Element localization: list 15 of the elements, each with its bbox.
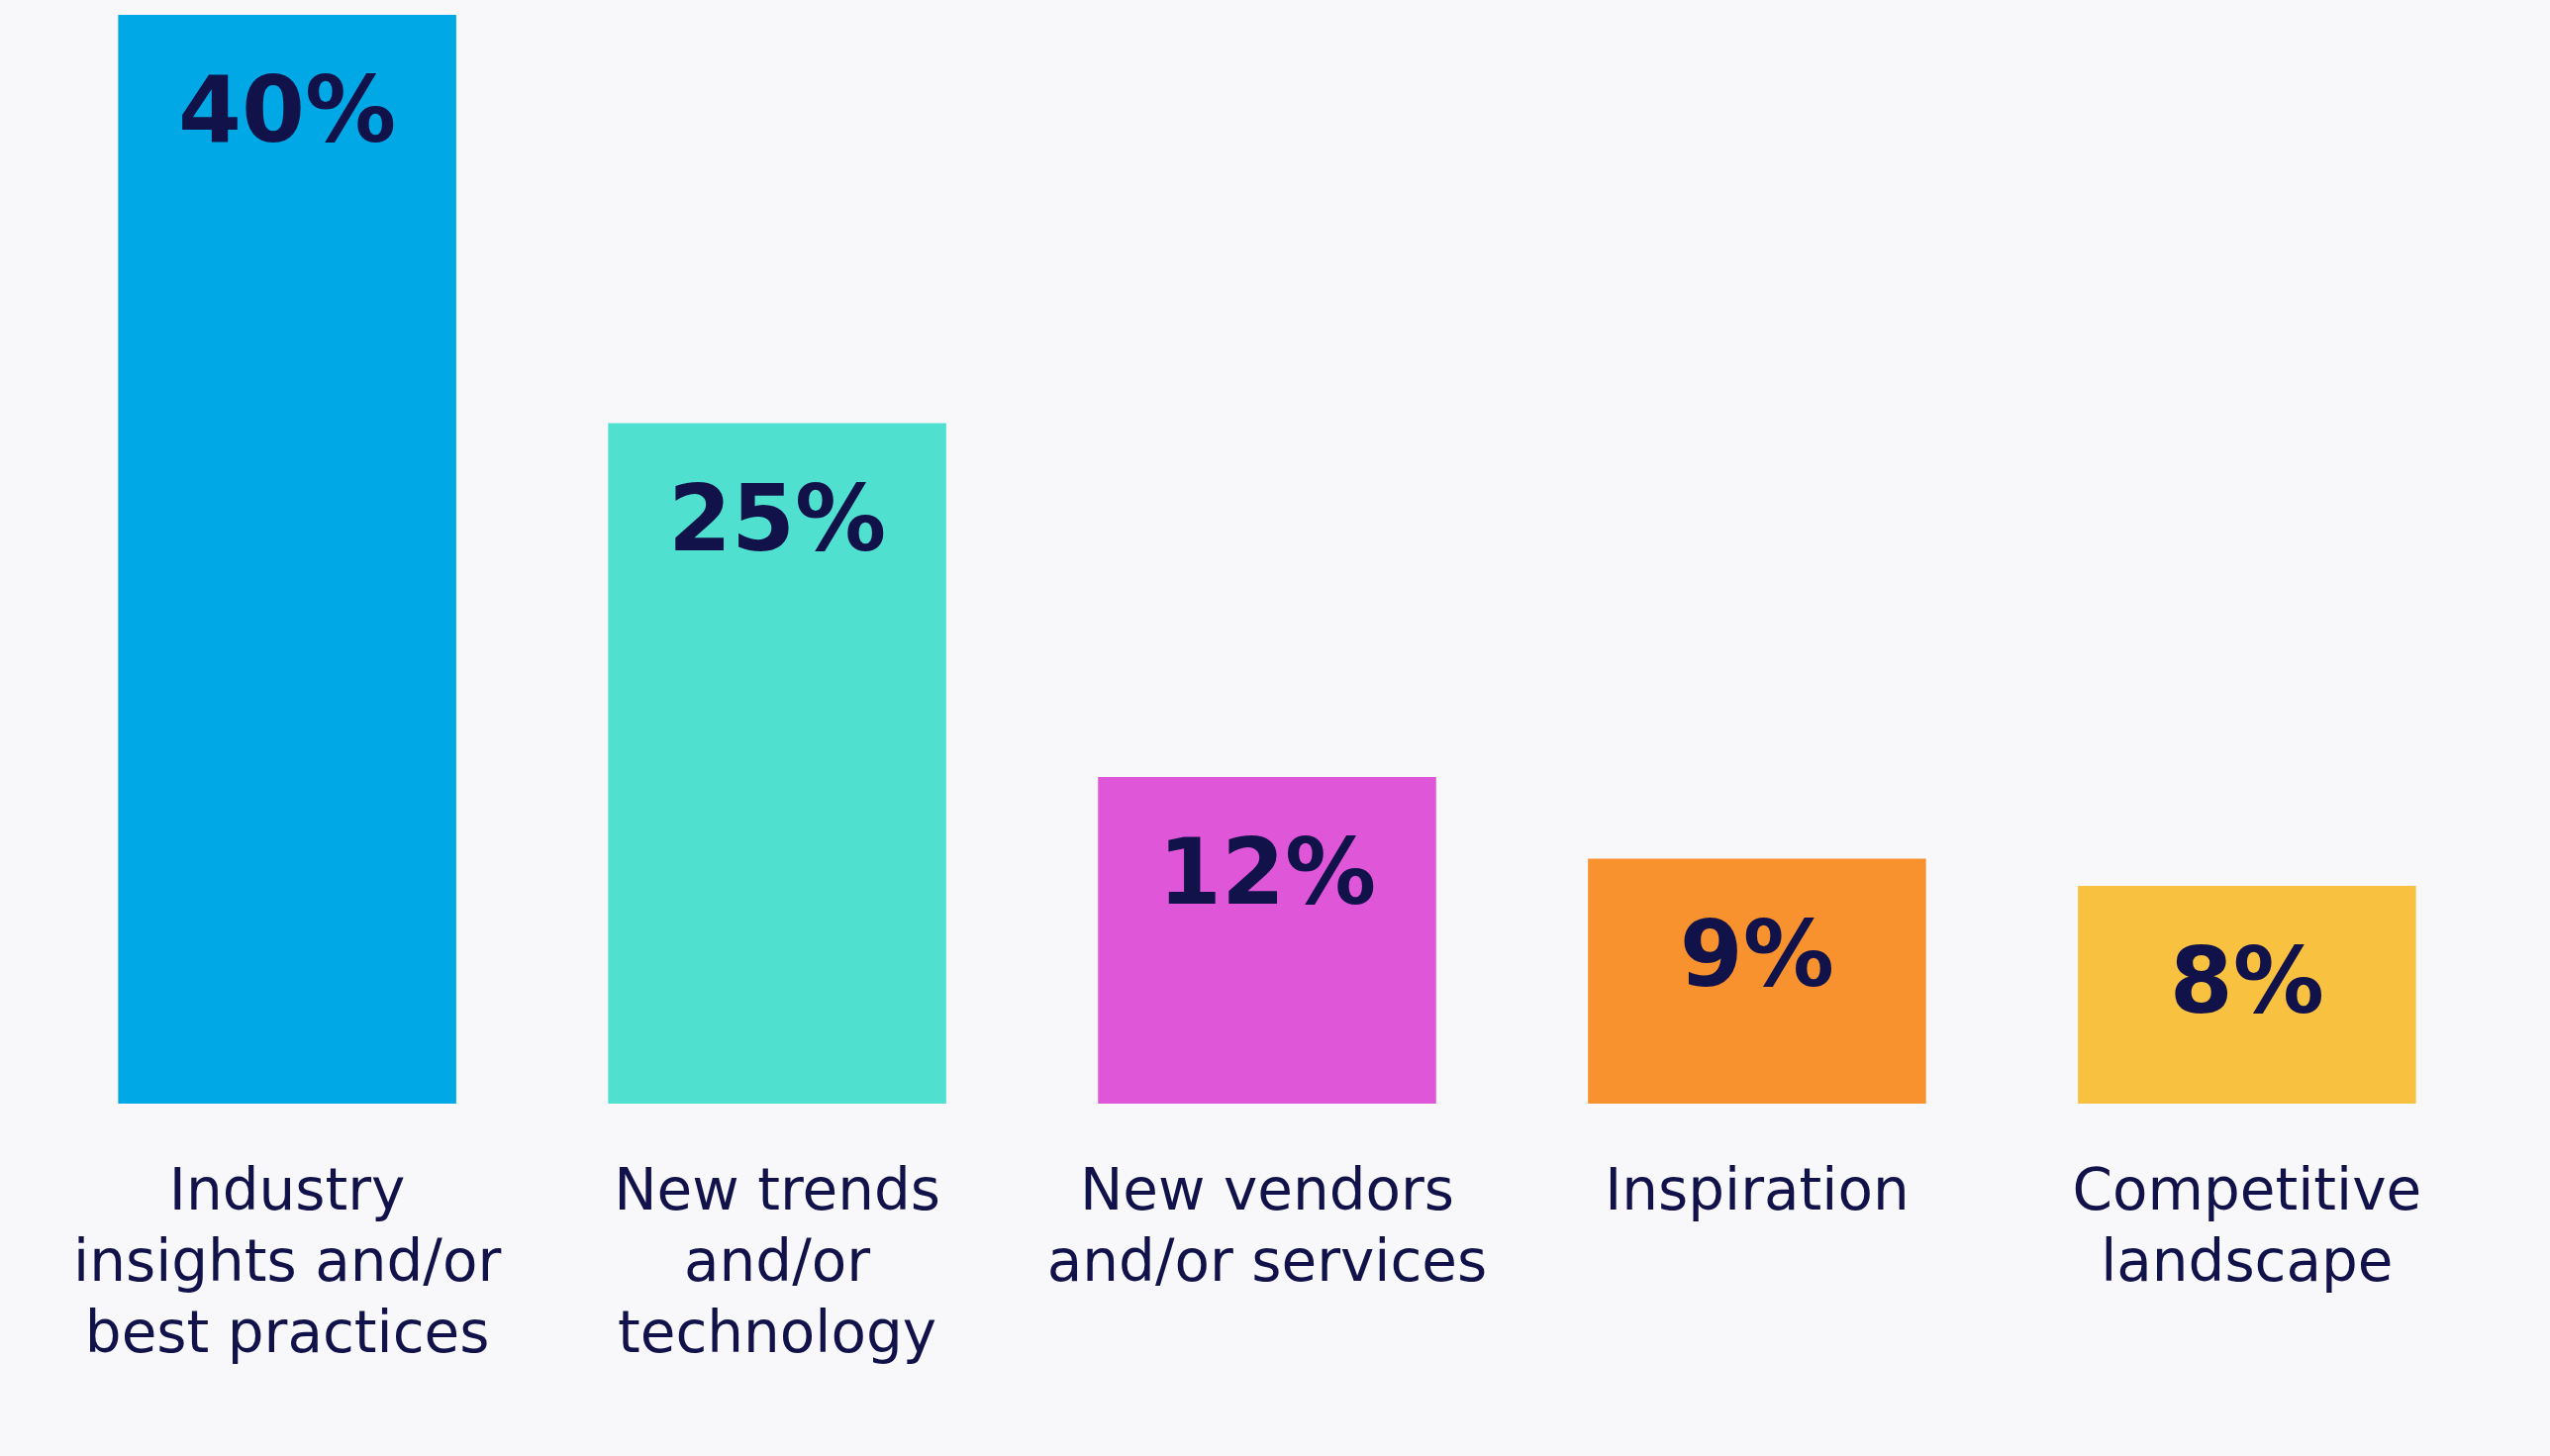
bar <box>118 15 456 1104</box>
x-tick-label: New vendors and/or services <box>1046 1155 1488 1295</box>
data-label: 25% <box>667 465 887 572</box>
x-tick-label: Industry insights and/or best practices <box>73 1155 502 1366</box>
x-tick-label: New trends and/or technology <box>614 1155 940 1366</box>
bar <box>1588 858 1926 1104</box>
bar <box>2078 886 2416 1104</box>
bar <box>1098 777 1436 1104</box>
data-label: 9% <box>1679 901 1835 1008</box>
data-label: 8% <box>2169 928 2324 1034</box>
data-label: 12% <box>1157 820 1377 925</box>
x-tick-label: Competitive landscape <box>2072 1155 2422 1295</box>
data-label: 40% <box>178 57 397 163</box>
x-tick-label: Inspiration <box>1605 1155 1910 1223</box>
bar <box>608 423 946 1104</box>
